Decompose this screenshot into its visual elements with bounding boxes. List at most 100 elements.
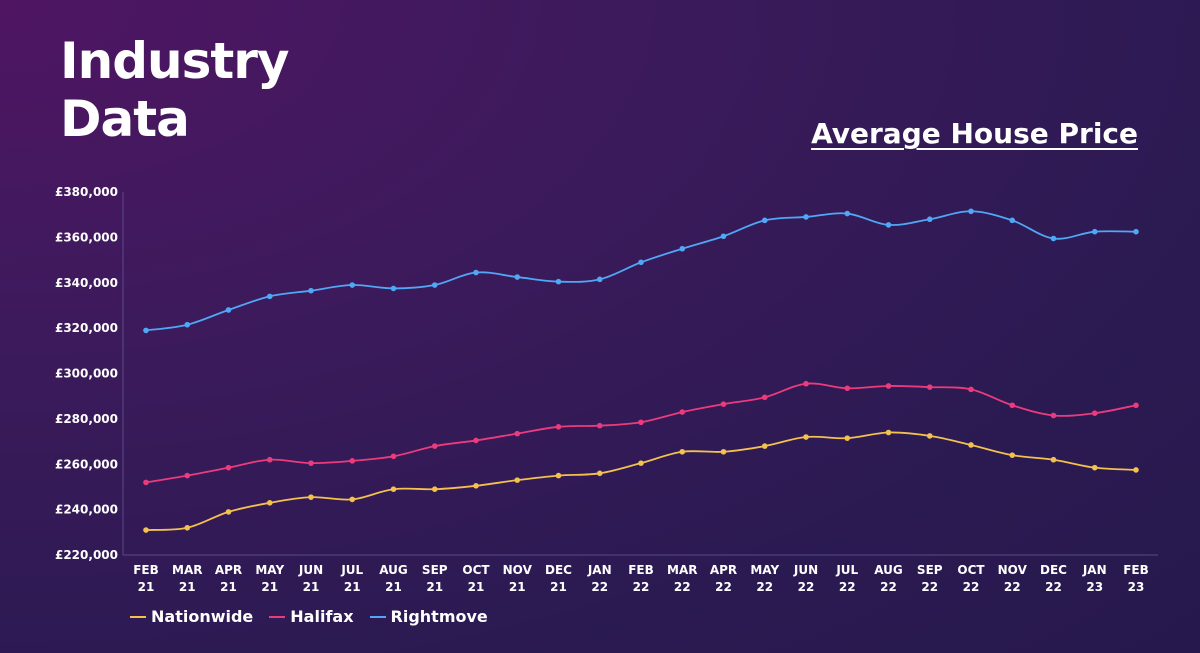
data-point-nationwide bbox=[184, 524, 191, 531]
legend-label-rightmove: Rightmove bbox=[390, 607, 488, 626]
data-point-rightmove bbox=[596, 276, 603, 283]
x-tick-label: OCT 21 bbox=[462, 563, 490, 594]
data-point-nationwide bbox=[596, 470, 603, 477]
data-point-rightmove bbox=[431, 282, 438, 288]
x-tick-label: JAN 23 bbox=[1082, 563, 1107, 594]
data-point-nationwide bbox=[266, 500, 273, 506]
x-tick-label: AUG 22 bbox=[874, 563, 903, 594]
x-tick-label: FEB 23 bbox=[1123, 563, 1149, 594]
data-point-rightmove bbox=[390, 285, 397, 292]
data-point-rightmove bbox=[844, 210, 851, 217]
data-point-rightmove bbox=[761, 217, 768, 224]
title-line-2: Data bbox=[60, 90, 190, 148]
x-tick-label: JUN 21 bbox=[298, 563, 323, 594]
data-point-halifax bbox=[431, 443, 438, 449]
legend-item-nationwide: Nationwide bbox=[130, 607, 253, 626]
data-point-nationwide bbox=[803, 434, 809, 440]
x-tick-label: JUL 21 bbox=[340, 563, 363, 594]
x-tick-label: JAN 22 bbox=[587, 563, 612, 594]
data-point-halifax bbox=[885, 383, 892, 389]
data-point-rightmove bbox=[555, 278, 562, 285]
data-point-rightmove bbox=[885, 222, 892, 228]
data-point-halifax bbox=[761, 394, 768, 401]
data-point-halifax bbox=[926, 384, 933, 390]
x-tick-label: APR 21 bbox=[215, 563, 242, 594]
y-tick-label: £300,000 bbox=[55, 367, 118, 381]
data-point-nationwide bbox=[143, 527, 149, 533]
data-point-halifax bbox=[596, 422, 603, 429]
data-point-halifax bbox=[1133, 402, 1139, 409]
y-tick-label: £380,000 bbox=[55, 185, 118, 199]
data-point-halifax bbox=[143, 479, 149, 486]
data-point-rightmove bbox=[308, 287, 314, 294]
x-tick-label: SEP 21 bbox=[422, 563, 448, 594]
data-point-rightmove bbox=[184, 321, 191, 328]
x-tick-label: FEB 21 bbox=[133, 563, 159, 594]
data-point-halifax bbox=[679, 409, 686, 415]
data-point-halifax bbox=[514, 430, 521, 437]
x-tick-label: OCT 22 bbox=[957, 563, 985, 594]
data-point-rightmove bbox=[679, 245, 686, 252]
data-point-nationwide bbox=[349, 496, 356, 503]
legend-item-halifax: Halifax bbox=[269, 607, 354, 626]
data-point-rightmove bbox=[514, 274, 521, 280]
data-point-nationwide bbox=[1009, 452, 1016, 458]
x-tick-label: MAR 22 bbox=[667, 563, 697, 594]
x-tick-label: JUL 22 bbox=[835, 563, 858, 594]
data-point-rightmove bbox=[968, 208, 974, 215]
data-point-halifax bbox=[720, 401, 727, 407]
data-point-rightmove bbox=[143, 327, 149, 334]
x-tick-label: NOV 22 bbox=[998, 563, 1028, 594]
data-point-nationwide bbox=[844, 435, 851, 441]
chart-subtitle: Average House Price bbox=[811, 117, 1138, 150]
data-point-nationwide bbox=[225, 509, 232, 515]
data-point-nationwide bbox=[885, 429, 892, 436]
legend-item-rightmove: Rightmove bbox=[369, 607, 488, 626]
data-point-halifax bbox=[184, 472, 191, 479]
data-point-nationwide bbox=[638, 460, 644, 466]
data-point-halifax bbox=[968, 386, 974, 393]
data-point-halifax bbox=[1091, 410, 1098, 417]
data-point-halifax bbox=[844, 385, 851, 392]
x-tick-label: FEB 22 bbox=[628, 563, 654, 594]
data-point-halifax bbox=[555, 424, 562, 430]
y-tick-label: £320,000 bbox=[55, 321, 118, 335]
data-point-nationwide bbox=[926, 433, 933, 439]
data-point-rightmove bbox=[1009, 217, 1016, 224]
data-point-halifax bbox=[349, 458, 356, 464]
x-tick-label: SEP 22 bbox=[917, 563, 943, 594]
data-point-rightmove bbox=[1133, 228, 1139, 235]
data-point-nationwide bbox=[308, 494, 314, 500]
data-point-rightmove bbox=[638, 259, 644, 266]
y-tick-label: £260,000 bbox=[55, 457, 118, 471]
data-point-rightmove bbox=[473, 269, 479, 276]
data-point-halifax bbox=[1009, 402, 1016, 409]
data-point-nationwide bbox=[514, 477, 521, 483]
data-point-nationwide bbox=[968, 442, 974, 448]
series-line-nationwide bbox=[145, 431, 1137, 531]
x-tick-label: AUG 21 bbox=[379, 563, 408, 594]
x-tick-label: DEC 22 bbox=[1040, 563, 1067, 594]
x-tick-label: DEC 21 bbox=[545, 563, 572, 594]
data-point-nationwide bbox=[473, 483, 479, 489]
data-point-nationwide bbox=[1091, 464, 1098, 471]
data-point-nationwide bbox=[761, 443, 768, 449]
data-point-rightmove bbox=[349, 282, 356, 288]
legend-label-nationwide: Nationwide bbox=[151, 607, 254, 626]
page-title: Industry Data bbox=[60, 32, 289, 148]
data-point-halifax bbox=[803, 380, 809, 387]
legend-swatch-rightmove bbox=[369, 615, 386, 618]
data-point-halifax bbox=[1050, 412, 1057, 419]
data-point-nationwide bbox=[679, 448, 686, 455]
data-point-nationwide bbox=[1133, 467, 1139, 473]
x-tick-label: NOV 21 bbox=[503, 563, 533, 594]
data-point-nationwide bbox=[390, 486, 397, 493]
x-tick-label: APR 22 bbox=[710, 563, 737, 594]
data-point-rightmove bbox=[720, 233, 727, 240]
data-point-rightmove bbox=[1091, 228, 1098, 235]
data-point-nationwide bbox=[555, 472, 562, 479]
data-point-rightmove bbox=[1050, 235, 1057, 242]
data-point-halifax bbox=[266, 456, 273, 463]
series-line-halifax bbox=[145, 382, 1137, 484]
data-point-halifax bbox=[225, 464, 232, 471]
